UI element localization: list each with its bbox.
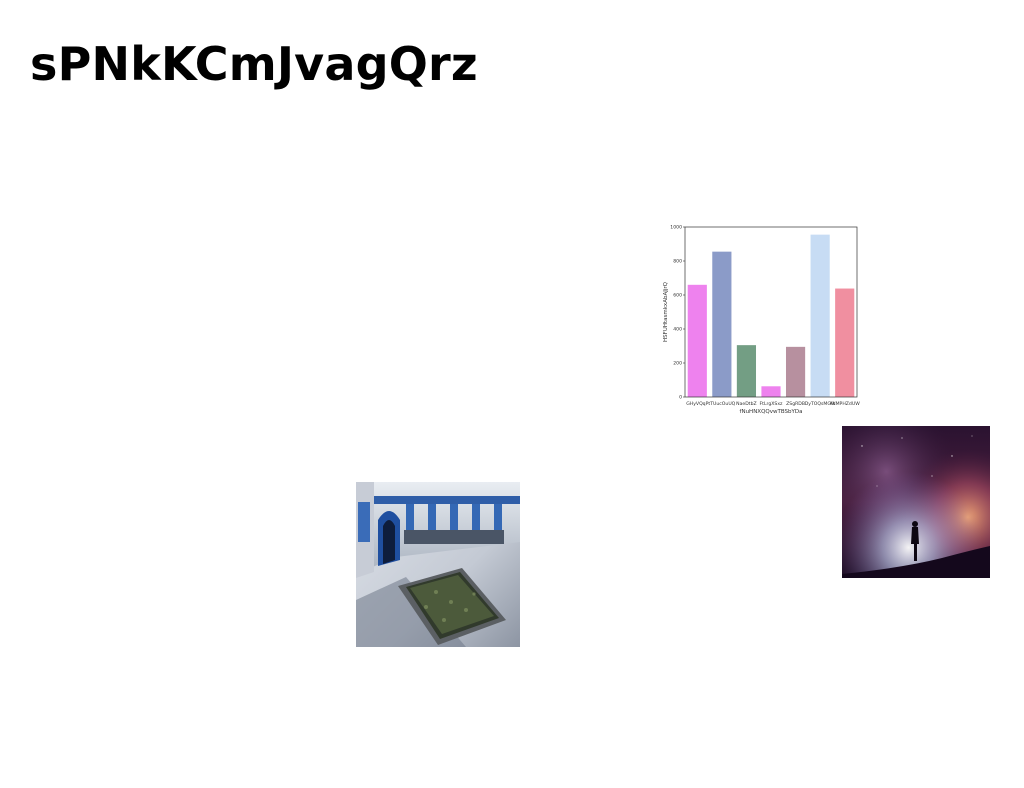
x-tick-label: NaeDtbZ: [736, 401, 756, 407]
y-tick-label: 0: [679, 395, 682, 401]
bar-NaeDtbZ: [736, 345, 757, 397]
bar-FtLrgXSxz: [761, 386, 781, 397]
page-title: sPNkKCmJvagQrz: [30, 37, 478, 91]
bar-chart: 0 200 400 600 800 1000 GHyVQqP tTUucOuUQ NaeDtb…: [658, 220, 863, 418]
y-tick-label: 800: [673, 259, 682, 265]
bar-group: [687, 234, 855, 397]
courtyard-photo: [356, 482, 520, 647]
x-axis-label: fNuHNXQQvwTBSbYDa: [740, 409, 803, 415]
y-tick-label: 200: [673, 361, 682, 367]
night-sky-photo: [842, 426, 990, 578]
x-tick-label: KhMPHZdUW: [830, 401, 861, 407]
bar-tTUucOuUQ: [712, 251, 732, 397]
bar-KhMPHZdUW: [835, 288, 855, 397]
x-ticks: GHyVQqP tTUucOuUQ NaeDtbZ FtLrgXSxz ZSgRDB Dy…: [686, 401, 860, 407]
x-tick-label: tTUucOuUQ: [708, 401, 735, 407]
plot-frame: [684, 226, 858, 398]
x-tick-label: DyTOQsMGW: [805, 401, 836, 407]
y-tick-label: 400: [673, 327, 682, 333]
y-axis-label: HSFUHtasmkxAbAJjrQ: [663, 281, 669, 342]
y-tick-label: 1000: [670, 225, 682, 231]
x-tick-label: ZSgRDB: [786, 401, 805, 407]
x-tick-label: GHyVQqP: [686, 401, 708, 407]
y-ticks: 0 200 400 600 800 1000: [670, 225, 685, 401]
bar-GHyVQqP: [687, 284, 707, 397]
y-tick-label: 600: [673, 293, 682, 299]
bar-chart-svg: 0 200 400 600 800 1000 GHyVQqP tTUucOuUQ NaeDtb…: [663, 225, 860, 415]
bar-DyTOQsMGW: [810, 234, 830, 397]
bar-ZSgRDB: [785, 346, 806, 397]
x-tick-label: FtLrgXSxz: [760, 401, 784, 407]
